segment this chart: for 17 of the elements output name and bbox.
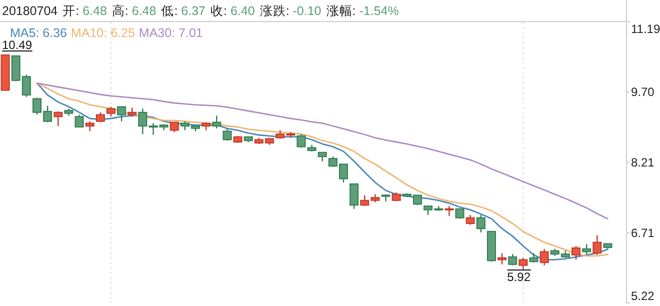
y-tick-label: 8.21	[631, 155, 655, 170]
text: 开: 6.48	[62, 4, 107, 18]
text: MA10: 6.25	[70, 26, 135, 40]
text: MA5: 6.36	[10, 26, 68, 40]
text: 高: 6.48	[112, 3, 156, 18]
text: 低: 6.37	[161, 4, 206, 18]
y-tick-label: 11.19	[631, 22, 660, 36]
annotation: 10.49	[2, 38, 32, 52]
text: 涨幅: -1.54%	[326, 4, 399, 18]
text: 涨跌: -0.10	[260, 4, 322, 18]
chart-title: 20180704	[2, 4, 58, 18]
y-tick-label: 6.71	[631, 226, 655, 240]
y-tick-label: 9.70	[631, 85, 655, 100]
text: 收: 6.40	[210, 4, 255, 18]
text: MA30: 7.01	[138, 26, 203, 40]
y-tick-label: 5.22	[631, 289, 655, 303]
annotation: 5.92	[507, 270, 531, 284]
